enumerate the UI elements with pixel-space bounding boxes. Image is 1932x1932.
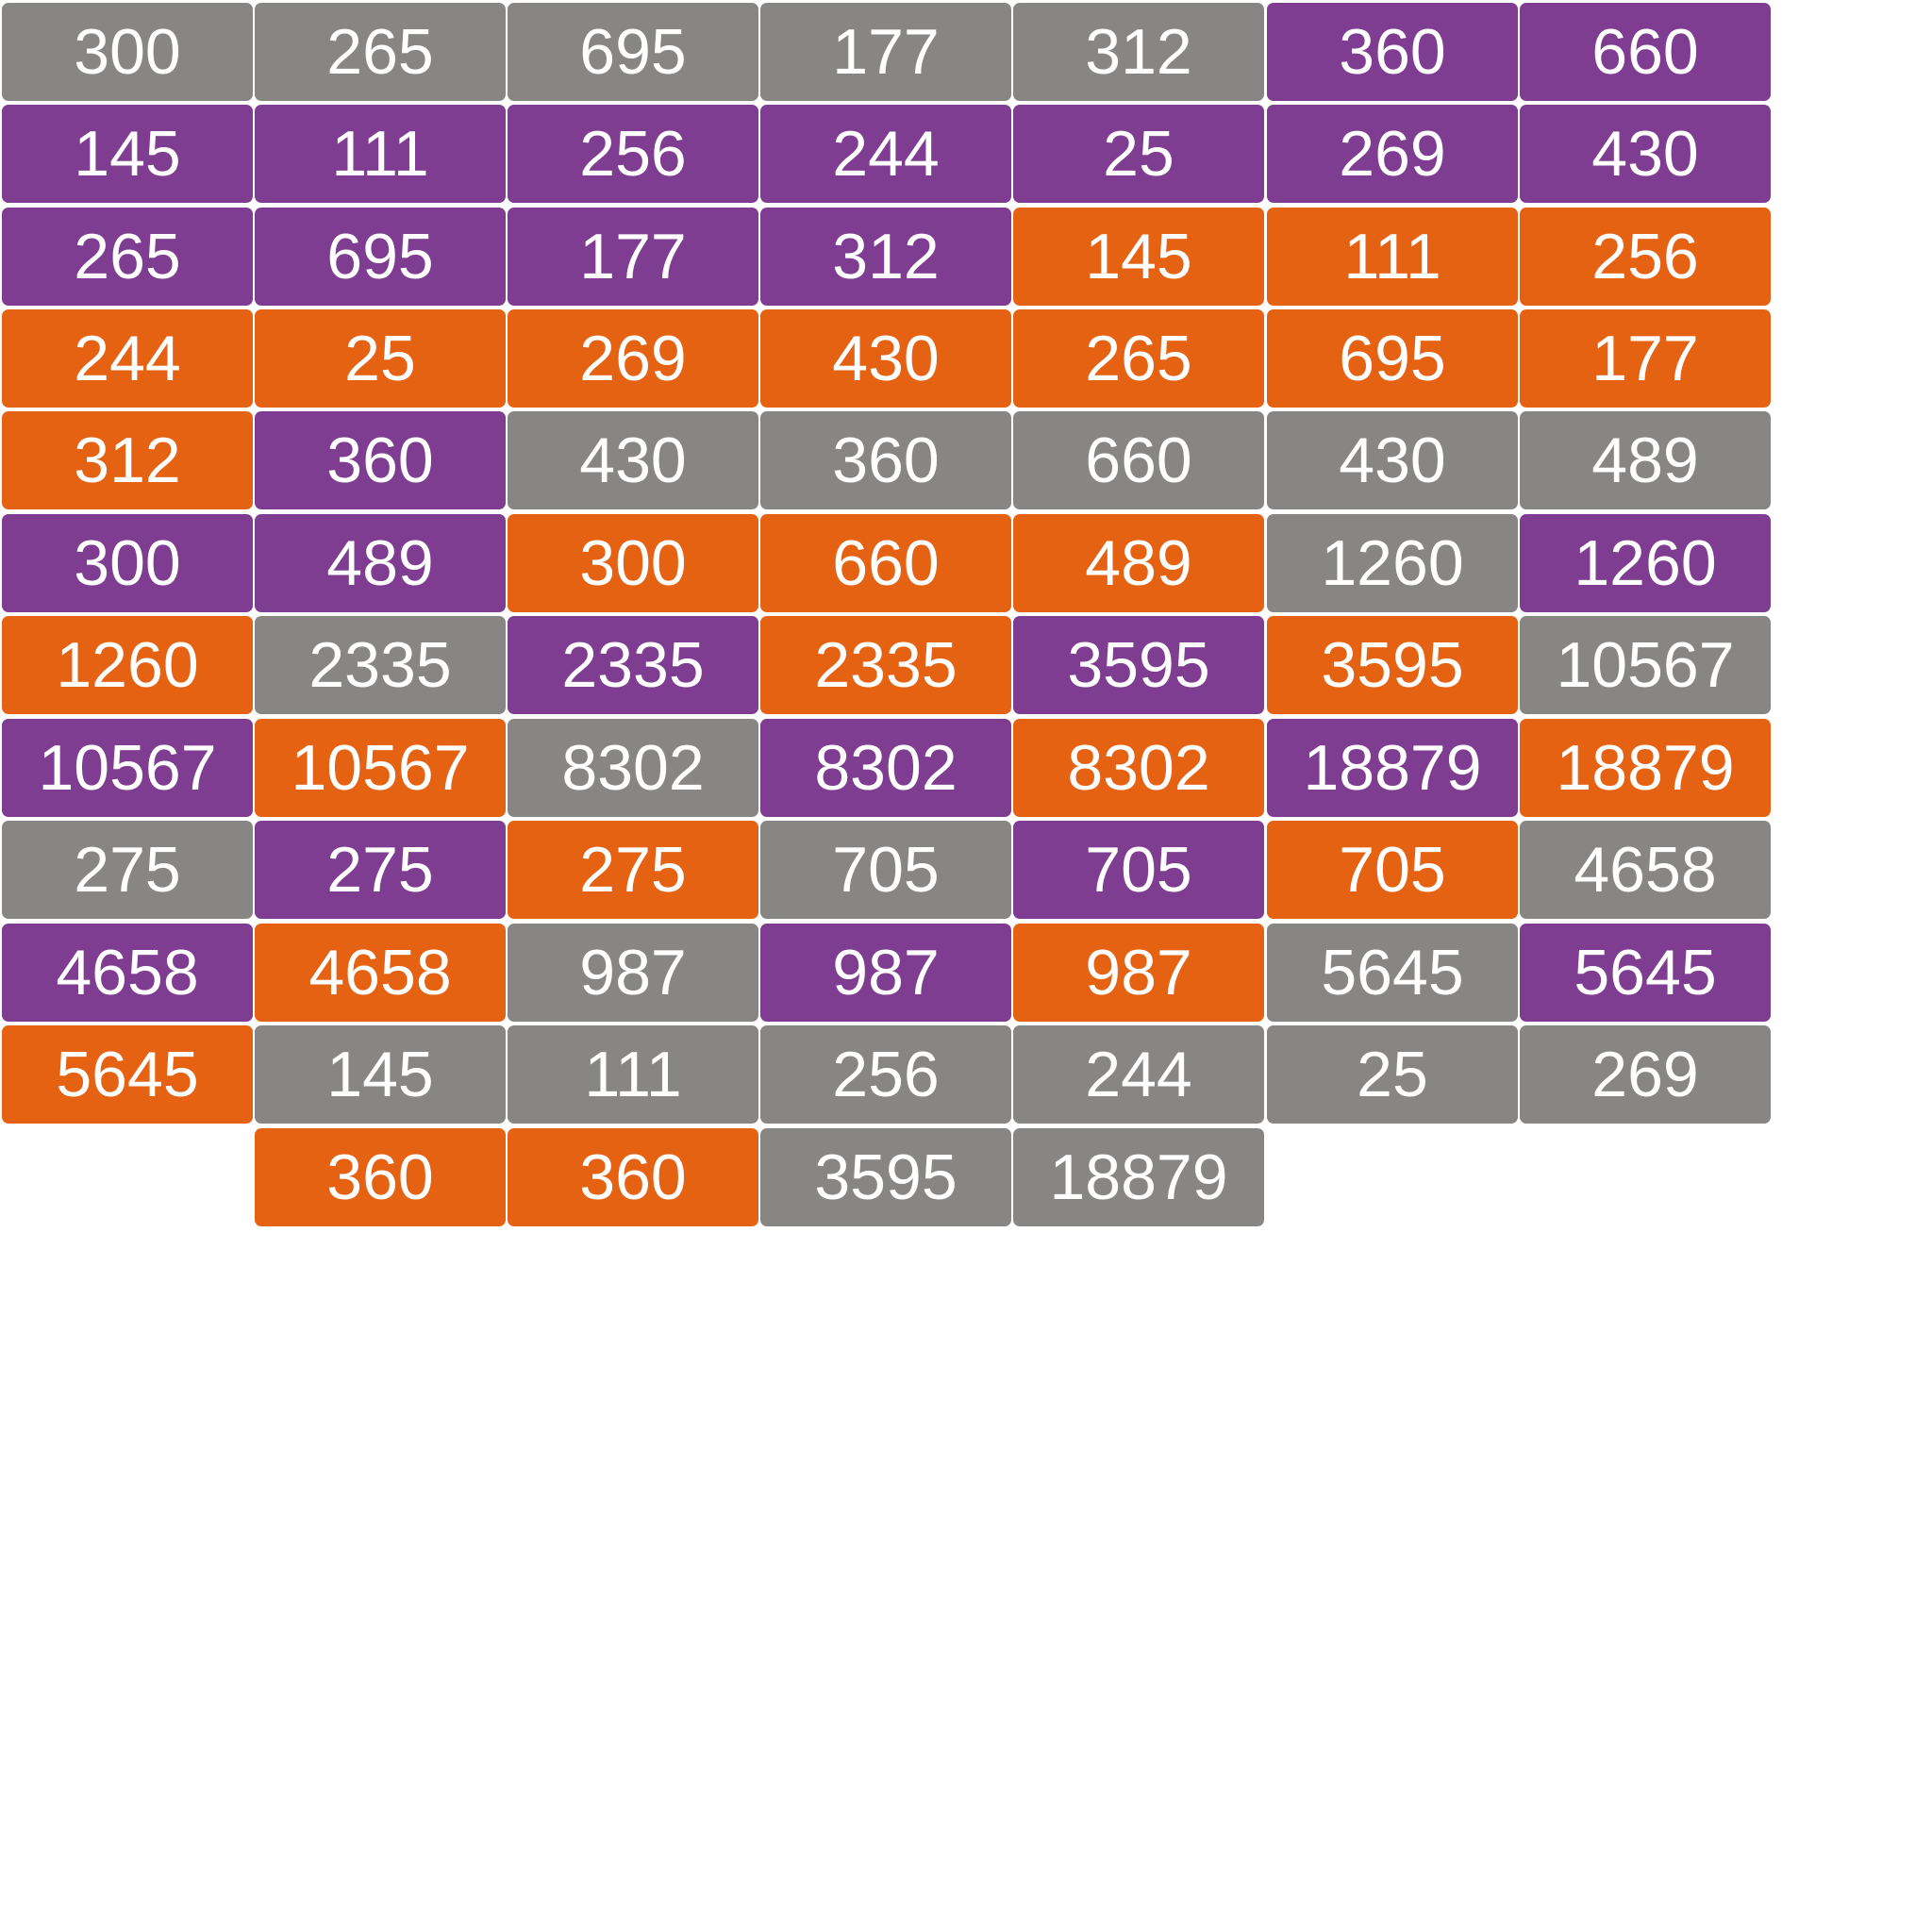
number-tile: 1260 bbox=[2, 616, 253, 714]
number-tile: 300 bbox=[2, 514, 253, 612]
number-tile: 265 bbox=[2, 208, 253, 306]
number-tile: 177 bbox=[760, 3, 1011, 101]
number-tile: 4658 bbox=[255, 924, 506, 1022]
number-tile: 145 bbox=[1013, 208, 1264, 306]
number-tile: 244 bbox=[1013, 1025, 1264, 1124]
number-tile: 987 bbox=[508, 924, 758, 1022]
number-tile: 265 bbox=[255, 3, 506, 101]
number-tile: 256 bbox=[1520, 208, 1771, 306]
number-tile: 3595 bbox=[1267, 616, 1518, 714]
number-tile: 360 bbox=[255, 411, 506, 509]
number-tile: 987 bbox=[760, 924, 1011, 1022]
number-tile: 275 bbox=[2, 821, 253, 919]
number-tile: 4658 bbox=[2, 924, 253, 1022]
number-tile: 8302 bbox=[1013, 719, 1264, 817]
number-tile: 8302 bbox=[508, 719, 758, 817]
number-tile: 256 bbox=[760, 1025, 1011, 1124]
number-tile: 5645 bbox=[1520, 924, 1771, 1022]
number-tile: 695 bbox=[1267, 309, 1518, 408]
number-tile: 275 bbox=[255, 821, 506, 919]
number-tile: 111 bbox=[1267, 208, 1518, 306]
number-tile: 660 bbox=[1013, 411, 1264, 509]
number-tile: 705 bbox=[1267, 821, 1518, 919]
number-tile: 430 bbox=[760, 309, 1011, 408]
number-tile: 300 bbox=[2, 3, 253, 101]
number-tile: 695 bbox=[255, 208, 506, 306]
number-tile: 25 bbox=[1267, 1025, 1518, 1124]
number-tile: 1260 bbox=[1520, 514, 1771, 612]
number-tile: 4658 bbox=[1520, 821, 1771, 919]
number-tile: 244 bbox=[760, 105, 1011, 203]
number-tile: 10567 bbox=[255, 719, 506, 817]
number-tile: 360 bbox=[255, 1128, 506, 1226]
number-tile: 145 bbox=[2, 105, 253, 203]
number-tile: 256 bbox=[508, 105, 758, 203]
number-tile: 111 bbox=[255, 105, 506, 203]
number-tile: 18879 bbox=[1267, 719, 1518, 817]
number-tile: 360 bbox=[508, 1128, 758, 1226]
number-tile: 177 bbox=[508, 208, 758, 306]
number-tile: 360 bbox=[760, 411, 1011, 509]
number-tile: 312 bbox=[2, 411, 253, 509]
number-tile: 705 bbox=[1013, 821, 1264, 919]
number-tile: 489 bbox=[1520, 411, 1771, 509]
number-tile: 145 bbox=[255, 1025, 506, 1124]
number-tile: 111 bbox=[508, 1025, 758, 1124]
number-tile: 18879 bbox=[1013, 1128, 1264, 1226]
number-tile: 489 bbox=[1013, 514, 1264, 612]
number-tile: 265 bbox=[1013, 309, 1264, 408]
tile-board: 300 265 695 177 312 360 660 145 111 256 244 25 269 43… bbox=[2, 3, 1771, 1226]
number-tile: 3595 bbox=[1013, 616, 1264, 714]
number-tile: 312 bbox=[1013, 3, 1264, 101]
number-tile: 18879 bbox=[1520, 719, 1771, 817]
number-tile: 177 bbox=[1520, 309, 1771, 408]
number-tile: 430 bbox=[1520, 105, 1771, 203]
number-tile: 5645 bbox=[1267, 924, 1518, 1022]
number-tile: 269 bbox=[1267, 105, 1518, 203]
number-tile: 10567 bbox=[2, 719, 253, 817]
number-tile: 5645 bbox=[2, 1025, 253, 1124]
number-tile: 430 bbox=[1267, 411, 1518, 509]
number-tile: 10567 bbox=[1520, 616, 1771, 714]
number-tile: 660 bbox=[1520, 3, 1771, 101]
number-tile: 300 bbox=[508, 514, 758, 612]
number-tile: 2335 bbox=[508, 616, 758, 714]
number-tile: 312 bbox=[760, 208, 1011, 306]
number-tile: 430 bbox=[508, 411, 758, 509]
number-tile: 695 bbox=[508, 3, 758, 101]
number-tile: 660 bbox=[760, 514, 1011, 612]
number-tile: 8302 bbox=[760, 719, 1011, 817]
number-tile: 1260 bbox=[1267, 514, 1518, 612]
number-tile: 269 bbox=[508, 309, 758, 408]
number-tile: 489 bbox=[255, 514, 506, 612]
number-tile: 25 bbox=[255, 309, 506, 408]
number-tile: 275 bbox=[508, 821, 758, 919]
number-tile: 360 bbox=[1267, 3, 1518, 101]
number-tile: 269 bbox=[1520, 1025, 1771, 1124]
number-tile: 244 bbox=[2, 309, 253, 408]
number-tile: 2335 bbox=[760, 616, 1011, 714]
number-tile: 2335 bbox=[255, 616, 506, 714]
number-tile: 987 bbox=[1013, 924, 1264, 1022]
number-tile: 705 bbox=[760, 821, 1011, 919]
number-tile: 3595 bbox=[760, 1128, 1011, 1226]
number-tile: 25 bbox=[1013, 105, 1264, 203]
